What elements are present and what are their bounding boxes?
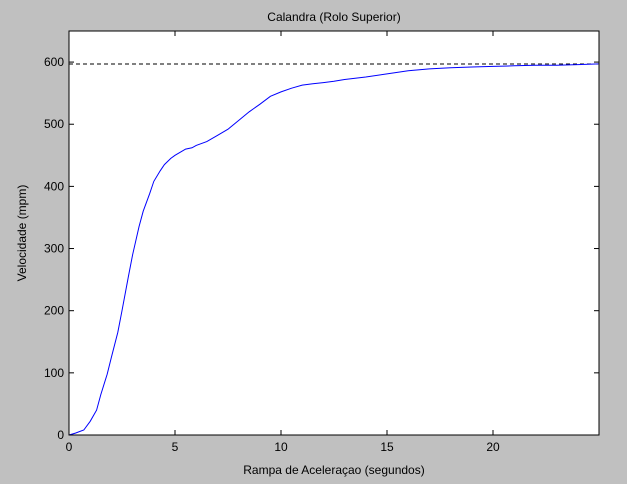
x-tick-label: 15 (380, 440, 394, 454)
y-tick-label: 400 (44, 179, 64, 193)
series-layer (68, 63, 600, 436)
plot-area (69, 31, 599, 435)
plot-frame (68, 30, 600, 436)
y-tick-label: 0 (57, 428, 64, 442)
y-tick-label: 100 (44, 366, 64, 380)
y-tick-label: 300 (44, 242, 64, 256)
x-axis-label: Rampa de Aceleraçao (segundos) (243, 463, 424, 477)
y-tick-label: 500 (44, 117, 64, 131)
x-tick-label: 5 (172, 440, 179, 454)
series-line (68, 63, 600, 436)
x-tick-label: 10 (274, 440, 288, 454)
x-tick-label: 0 (66, 440, 73, 454)
y-tick-label: 600 (44, 55, 64, 69)
x-tick-label: 20 (486, 440, 500, 454)
chart-title: Calandra (Rolo Superior) (267, 10, 400, 24)
y-tick-label: 200 (44, 304, 64, 318)
y-axis-label: Velocidade (mpm) (15, 185, 29, 282)
